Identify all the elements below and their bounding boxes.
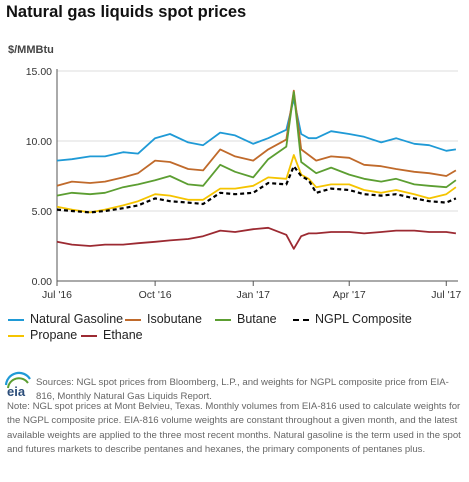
legend-swatch xyxy=(125,319,141,321)
axes xyxy=(56,69,458,286)
note-text: Note: NGL spot prices at Mont Belvieu, T… xyxy=(7,401,461,456)
legend-label: Propane xyxy=(30,328,78,342)
series-line-natural-gasoline xyxy=(56,98,457,162)
x-tick-label: Jan '17 xyxy=(236,289,270,301)
series-lines xyxy=(56,89,457,250)
chart-title: Natural gas liquids spot prices xyxy=(6,3,247,21)
y-tick-label: 0.00 xyxy=(32,276,53,288)
eia-logo-text: eia xyxy=(7,384,26,397)
grid-lines xyxy=(57,70,458,212)
legend-swatch xyxy=(8,319,24,321)
legend-label: NGPL Composite xyxy=(315,312,412,326)
series-line-ethane xyxy=(56,226,457,250)
series-line-ngpl-composite xyxy=(56,165,457,214)
y-tick-label: 15.00 xyxy=(26,66,52,78)
x-tick-label: Jul '17 xyxy=(431,289,461,301)
legend-label: Natural Gasoline xyxy=(30,312,124,326)
legend-swatch xyxy=(81,335,97,337)
legend-label: Butane xyxy=(237,312,277,326)
y-axis-unit-label: $/MMBtu xyxy=(8,44,54,56)
legend-label: Isobutane xyxy=(147,312,202,326)
legend-swatch xyxy=(293,319,309,321)
tick-labels: 0.00 5.00 10.00 15.00 Jul '16 Oct '16 Jan '17 A… xyxy=(26,66,462,301)
series-line-isobutane xyxy=(56,89,457,187)
legend-swatch xyxy=(8,335,24,337)
x-tick-label: Apr '17 xyxy=(333,289,366,301)
y-tick-label: 5.00 xyxy=(32,206,53,218)
x-tick-label: Oct '16 xyxy=(139,289,172,301)
source-text: Sources: NGL spot prices from Bloomberg,… xyxy=(36,377,449,402)
eia-logo-icon: eia xyxy=(4,371,31,397)
series-line-butane xyxy=(56,91,457,197)
series-line-propane xyxy=(56,154,457,214)
line-chart: 0.00 5.00 10.00 15.00 Jul '16 Oct '16 Jan '17 A… xyxy=(26,66,462,301)
legend-label: Ethane xyxy=(103,328,143,342)
legend-swatch xyxy=(215,319,231,321)
y-tick-label: 10.00 xyxy=(26,136,52,148)
x-tick-label: Jul '16 xyxy=(42,289,72,301)
